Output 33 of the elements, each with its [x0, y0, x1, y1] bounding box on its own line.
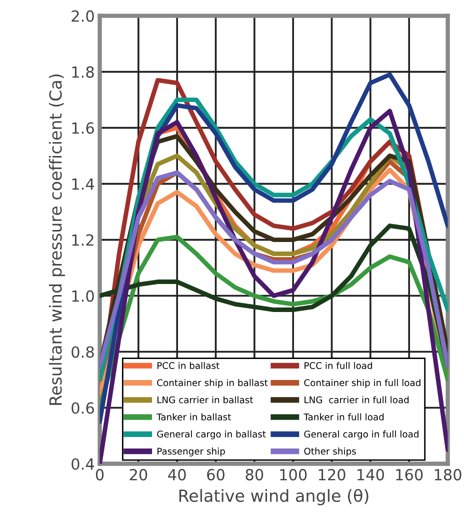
legend-label: General cargo in full load — [304, 430, 418, 440]
legend-label: Container ship in full load — [304, 379, 420, 388]
y-tick-label: 0.8 — [72, 346, 94, 358]
legend-label: PCC in full load — [304, 362, 372, 370]
y-tick-label: 1.4 — [72, 178, 94, 190]
legend-label: Other ships — [304, 448, 356, 456]
legend-label: Tanker in ballast — [156, 413, 231, 420]
x-tick-label: 80 — [246, 468, 264, 480]
y-tick-label: 1.8 — [72, 66, 94, 78]
y-tick-label: 1.6 — [72, 122, 94, 134]
legend-label: PCC in ballast — [157, 362, 220, 370]
legend-label: Tanker in full load — [304, 413, 384, 420]
y-tick-label: 0.4 — [72, 458, 94, 470]
x-tick-label: 140 — [358, 468, 384, 480]
y-tick-label: 1.0 — [72, 290, 94, 302]
x-tick-label: 120 — [318, 468, 346, 480]
legend-label: Passenger ship — [157, 448, 225, 456]
x-tick-label: 40 — [168, 468, 186, 480]
legend-label: LNG carrier in ballast — [157, 396, 254, 404]
y-axis-title: Resultant wind pressure coefficient (Ca) — [48, 74, 66, 405]
x-tick-label: 20 — [130, 468, 148, 480]
x-tick-label: 0 — [96, 468, 104, 480]
legend-label: Container ship in ballast — [157, 379, 268, 388]
x-axis-title: Relative wind angle (θ) — [179, 488, 368, 506]
x-tick-label: 100 — [280, 468, 307, 480]
y-tick-label: 1.2 — [72, 234, 94, 246]
legend-label: General cargo in ballast — [157, 430, 266, 440]
x-tick-label: 180 — [434, 468, 462, 480]
y-tick-label: 2.0 — [72, 10, 94, 22]
x-tick-label: 160 — [396, 468, 423, 480]
x-tick-label: 60 — [207, 468, 224, 480]
legend-label: LNG carrier in full load — [304, 396, 409, 404]
y-tick-label: 0.6 — [72, 402, 94, 414]
